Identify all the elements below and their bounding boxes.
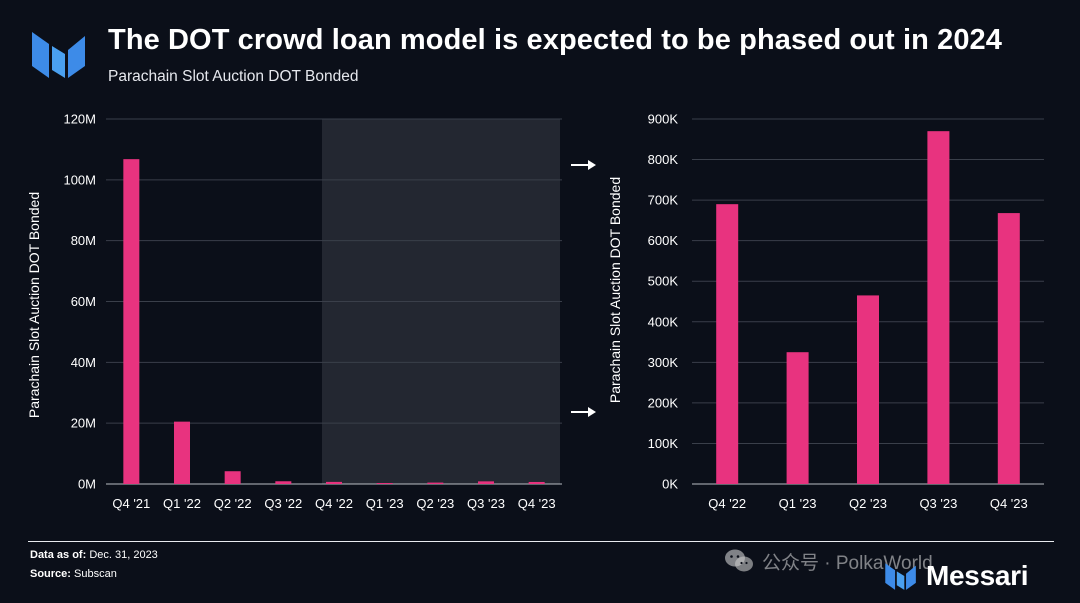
data-as-of-label: Data as of: <box>30 549 87 561</box>
right-x-tick-label: Q4 '23 <box>990 496 1028 511</box>
left-x-tick-label: Q4 '23 <box>518 496 556 511</box>
left-x-tick-label: Q4 '21 <box>112 496 150 511</box>
right-bar-q4-22 <box>716 204 739 484</box>
wechat-icon <box>725 549 753 572</box>
left-bar-q2-23 <box>427 482 444 484</box>
source-label: Source: <box>30 568 71 580</box>
left-y-tick-label: 100M <box>63 172 96 187</box>
right-x-tick-label: Q1 '23 <box>779 496 817 511</box>
right-y-tick-label: 0K <box>662 477 678 492</box>
arrows <box>571 160 596 417</box>
source-value: Subscan <box>74 568 117 580</box>
right-bar-q4-23 <box>997 213 1020 485</box>
chart-subtitle: Parachain Slot Auction DOT Bonded <box>108 68 359 85</box>
charts-canvas: 0M 20M 40M 60M 80M 100M 120M Q4 '21 Q1 '22 Q2 '2… <box>26 112 1044 511</box>
right-y-tick-label: 400K <box>648 314 679 329</box>
left-y-axis-label: Parachain Slot Auction DOT Bonded <box>26 192 42 418</box>
footer-divider <box>28 541 1054 542</box>
right-y-tick-label: 500K <box>648 274 679 289</box>
right-y-tick-label: 800K <box>648 152 679 167</box>
left-x-tick-label: Q4 '22 <box>315 496 353 511</box>
messari-logo-icon <box>885 563 916 590</box>
left-bar-q4-21 <box>123 159 140 484</box>
footer-data-as-of: Data as of: Dec. 31, 2023 <box>30 549 158 561</box>
left-x-tick-label: Q3 '22 <box>264 496 302 511</box>
left-bar-q1-22 <box>174 421 190 484</box>
left-y-tick-label: 80M <box>71 233 96 248</box>
right-x-tick-label: Q2 '23 <box>849 496 887 511</box>
brand: Messari <box>884 559 1029 593</box>
right-y-tick-label: 600K <box>648 233 679 248</box>
chart-title: The DOT crowd loan model is expected to … <box>108 24 1002 56</box>
right-chart: 0K 100K 200K 300K 400K 500K 600K 700K 800K 900K Q… <box>607 112 1044 511</box>
brand-name: Messari <box>926 560 1029 591</box>
left-y-tick-label: 20M <box>71 416 96 431</box>
arrow-top-icon <box>571 160 596 170</box>
arrow-bottom-icon <box>571 407 596 417</box>
left-x-tick-label: Q3 '23 <box>467 496 505 511</box>
right-y-axis-label: Parachain Slot Auction DOT Bonded <box>607 177 623 403</box>
right-bar-q3-23 <box>927 131 950 484</box>
left-x-tick-label: Q1 '23 <box>366 496 404 511</box>
right-y-tick-label: 200K <box>648 395 679 410</box>
left-bar-q4-23 <box>528 481 545 484</box>
left-y-tick-label: 60M <box>71 294 96 309</box>
left-x-tick-label: Q2 '23 <box>416 496 454 511</box>
left-bar-q1-23 <box>376 483 393 484</box>
left-y-tick-label: 40M <box>71 355 96 370</box>
right-bar-q1-23 <box>786 352 809 484</box>
right-y-tick-label: 900K <box>648 112 679 127</box>
right-bar-q2-23 <box>857 295 879 484</box>
left-bar-q3-23 <box>478 481 494 484</box>
left-x-tick-label: Q2 '22 <box>214 496 252 511</box>
left-bar-q2-22 <box>224 471 241 484</box>
right-x-tick-label: Q3 '23 <box>919 496 957 511</box>
left-bar-q4-22 <box>326 481 342 484</box>
right-x-tick-label: Q4 '22 <box>708 496 746 511</box>
right-y-tick-label: 700K <box>648 193 679 208</box>
footer-source: Source: Subscan <box>30 568 117 580</box>
messari-logo-icon <box>32 32 85 78</box>
left-chart: 0M 20M 40M 60M 80M 100M 120M Q4 '21 Q1 '22 Q2 '2… <box>26 112 562 511</box>
left-x-tick-label: Q1 '22 <box>163 496 201 511</box>
left-y-tick-label: 0M <box>78 477 96 492</box>
right-y-tick-label: 300K <box>648 355 679 370</box>
left-y-tick-label: 120M <box>63 112 96 127</box>
left-bar-q3-22 <box>275 481 292 484</box>
right-y-tick-label: 100K <box>648 436 679 451</box>
data-as-of-value: Dec. 31, 2023 <box>89 549 158 561</box>
